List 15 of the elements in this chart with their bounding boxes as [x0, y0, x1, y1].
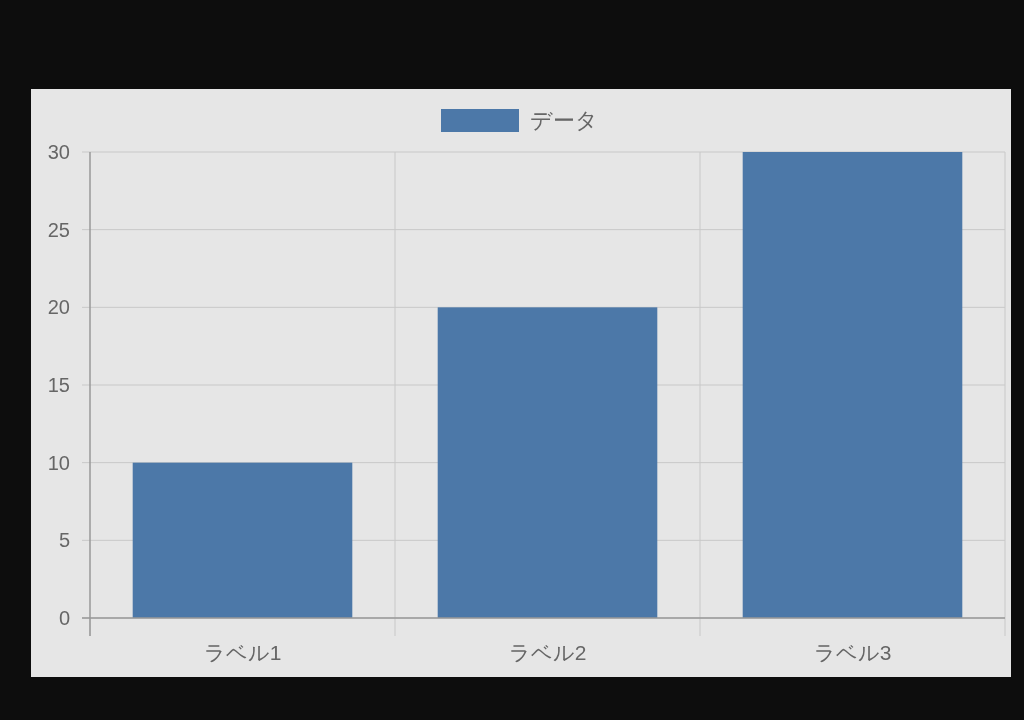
y-tick-label: 0 — [58, 607, 70, 629]
y-tick-label: 15 — [47, 374, 70, 396]
y-tick-label: 30 — [47, 141, 70, 163]
legend: データ — [441, 108, 598, 133]
y-tick-label: 20 — [47, 296, 70, 319]
y-tick-label: 10 — [47, 451, 70, 474]
x-tick-label: ラベル1 — [203, 641, 282, 664]
x-tick-label: ラベル3 — [813, 641, 892, 664]
y-tick-label: 5 — [58, 529, 70, 552]
bar — [132, 462, 353, 618]
x-tick-label: ラベル2 — [508, 641, 587, 664]
bar — [437, 307, 658, 618]
legend-label: データ — [530, 108, 598, 133]
y-tick-label: 25 — [47, 218, 70, 241]
bar — [742, 152, 963, 618]
